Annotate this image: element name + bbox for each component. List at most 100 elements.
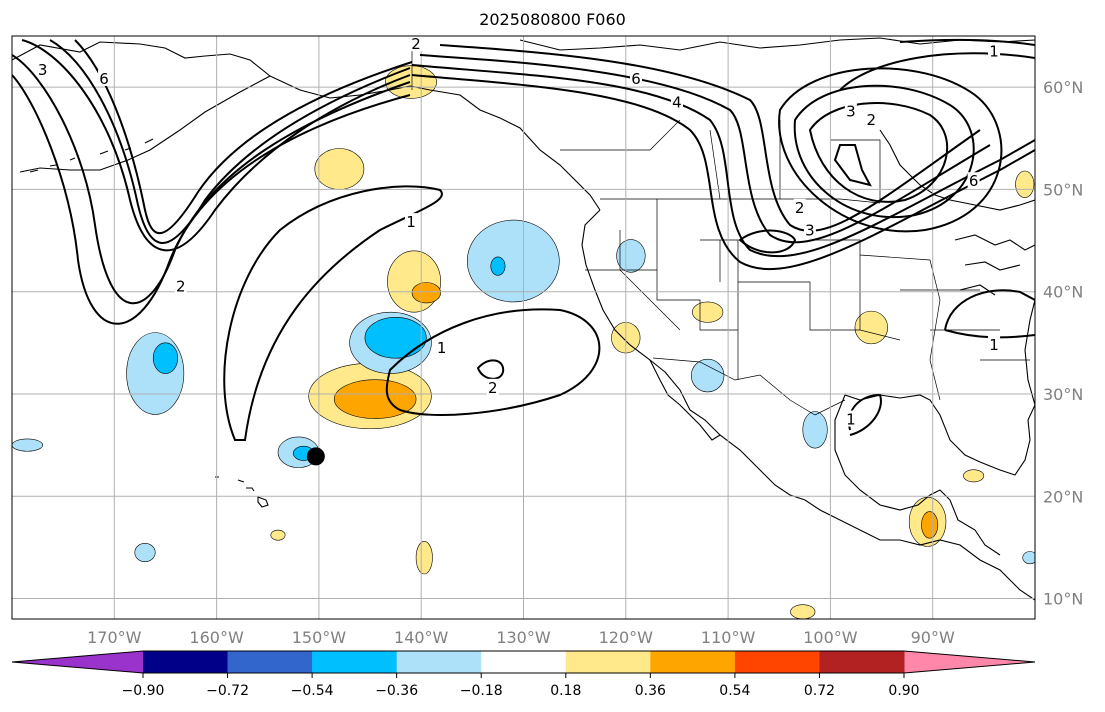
shaded-area bbox=[12, 438, 43, 452]
contour-label: 6 bbox=[99, 70, 109, 88]
contour-low-east-2 bbox=[793, 84, 975, 219]
contour-north-3 bbox=[419, 54, 991, 244]
contour-northeast-1 bbox=[839, 52, 1035, 91]
marker-layer bbox=[306, 447, 325, 466]
contour-ring-west-5 bbox=[12, 74, 411, 325]
colorbar-extend-low bbox=[12, 651, 143, 673]
colorbar-tick-label: 0.72 bbox=[804, 683, 835, 699]
contour-label: 4 bbox=[672, 93, 682, 111]
contour-northeast-2 bbox=[899, 38, 1035, 46]
border-canada-provinces bbox=[560, 119, 881, 200]
lon-tick-label: 120°W bbox=[599, 628, 654, 647]
shaded-area bbox=[1022, 551, 1035, 565]
shaded-area bbox=[616, 239, 646, 273]
colorbar-block bbox=[481, 651, 567, 673]
lat-lon-grid bbox=[12, 36, 1035, 619]
colorbar-tick-label: −0.54 bbox=[291, 683, 334, 699]
shaded-area bbox=[152, 342, 179, 374]
coastline-east-us bbox=[1024, 299, 1035, 406]
colorbar-extend-high bbox=[904, 651, 1035, 673]
contour-label: 1 bbox=[846, 411, 856, 429]
contour-label-bg bbox=[988, 335, 1001, 352]
shaded-area bbox=[364, 316, 427, 359]
shaded-area bbox=[691, 301, 724, 323]
contour-label-bg bbox=[865, 110, 878, 127]
contour-label: 1 bbox=[989, 42, 999, 60]
colorbar-tick-label: 0.36 bbox=[635, 683, 666, 699]
contour-low-east-3 bbox=[778, 67, 1003, 233]
contour-label-bg bbox=[410, 36, 423, 52]
lon-tick-label: 110°W bbox=[701, 628, 756, 647]
shaded-area bbox=[1015, 170, 1035, 198]
shaded-area bbox=[270, 529, 286, 541]
lon-tick-label: 90°W bbox=[911, 628, 955, 647]
political-borders bbox=[411, 36, 1030, 416]
contour-label-bg bbox=[793, 198, 806, 215]
contour-label: 2 bbox=[488, 379, 498, 397]
colorbar-tick-label: 0.54 bbox=[719, 683, 750, 699]
coastline-alaska bbox=[12, 41, 271, 173]
contour-low-inner bbox=[833, 144, 872, 187]
contour-label: 1 bbox=[437, 339, 447, 357]
lat-tick-label: 60°N bbox=[1043, 78, 1083, 97]
lat-tick-label: 20°N bbox=[1043, 487, 1083, 506]
contour-label-bg bbox=[988, 42, 1001, 59]
shaded-area bbox=[134, 543, 156, 563]
lon-tick-label: 160°W bbox=[189, 628, 244, 647]
lon-tick-label: 130°W bbox=[496, 628, 551, 647]
colorbar-block bbox=[227, 651, 313, 673]
colorbar: −0.90 −0.72 −0.54 −0.36 −0.18 0.18 0.36 0.54 0.7… bbox=[11, 650, 1036, 699]
contour-ring-west-2 bbox=[49, 39, 411, 244]
colorbar-tick-label: 0.90 bbox=[888, 683, 919, 699]
shaded-area bbox=[314, 148, 365, 190]
coastline-gulf-california bbox=[649, 359, 721, 441]
border-us-mexico bbox=[652, 357, 846, 416]
contour-label: 2 bbox=[795, 199, 805, 217]
colorbar-block bbox=[650, 651, 736, 673]
contour-label-bg bbox=[967, 172, 980, 189]
location-marker bbox=[306, 447, 325, 466]
axis-labels: 170°W 160°W 150°W 140°W 130°W 120°W 110°W 100°W… bbox=[87, 78, 1083, 647]
contour-north-2 bbox=[411, 64, 1035, 258]
shaded-area bbox=[126, 332, 185, 415]
shaded-area bbox=[802, 411, 828, 449]
shaded-area bbox=[790, 604, 816, 619]
contour-small-3 bbox=[738, 229, 797, 254]
colorbar-block bbox=[143, 651, 229, 673]
contour-label: 3 bbox=[805, 221, 815, 239]
shaded-area bbox=[490, 256, 506, 276]
shaded-area bbox=[387, 250, 441, 313]
contour-two-small bbox=[476, 359, 505, 380]
coastline-aleutians bbox=[29, 138, 154, 173]
shaded-area bbox=[415, 540, 433, 575]
coastline-hudson bbox=[879, 129, 1035, 211]
colorbar-block bbox=[565, 651, 651, 673]
colorbar-block bbox=[396, 651, 482, 673]
contour-label: 1 bbox=[989, 336, 999, 354]
lon-tick-label: 140°W bbox=[394, 628, 449, 647]
coastline-yucatan bbox=[834, 394, 1001, 556]
border-us-canada bbox=[600, 198, 881, 204]
lon-tick-label: 150°W bbox=[292, 628, 347, 647]
contour-label: 6 bbox=[631, 70, 641, 88]
colorbar-tick-label: −0.90 bbox=[122, 683, 165, 699]
colorbar-tick-label: −0.36 bbox=[375, 683, 418, 699]
contour-label: 6 bbox=[969, 172, 979, 190]
colorbar-block bbox=[819, 651, 905, 673]
lat-tick-label: 40°N bbox=[1043, 283, 1083, 302]
contour-label-bg bbox=[630, 69, 643, 86]
coastline-gulf-mexico bbox=[844, 394, 1035, 476]
contour-label-bg bbox=[486, 378, 499, 395]
shaded-area bbox=[963, 469, 985, 483]
contour-label-bg bbox=[435, 338, 448, 355]
contour-ring-west-4 bbox=[12, 54, 411, 305]
contour-label-bg bbox=[174, 277, 187, 294]
lat-tick-label: 30°N bbox=[1043, 385, 1083, 404]
shaded-area bbox=[385, 65, 437, 99]
contour-one-pacific bbox=[223, 185, 443, 441]
lon-tick-label: 100°W bbox=[803, 628, 858, 647]
contour-label-bg bbox=[404, 213, 417, 230]
colorbar-block bbox=[312, 651, 398, 673]
